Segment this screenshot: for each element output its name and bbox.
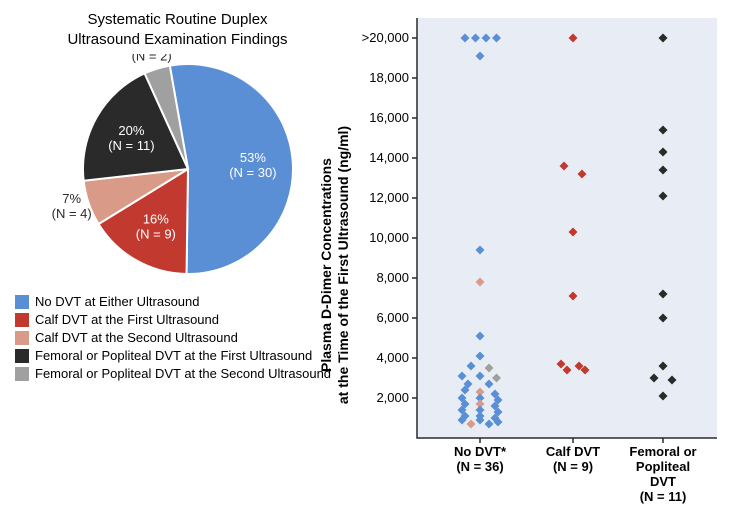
- legend-swatch-0: [15, 295, 29, 309]
- figure-container: Systematic Routine Duplex Ultrasound Exa…: [10, 10, 725, 520]
- legend-item-3: Femoral or Popliteal DVT at the First Ul…: [15, 348, 331, 363]
- legend-item-1: Calf DVT at the First Ultrasound: [15, 312, 331, 327]
- scatter-ylabel-line1: Plasma D-Dimer Concentrations: [318, 158, 334, 372]
- legend-label-4: Femoral or Popliteal DVT at the Second U…: [35, 366, 331, 381]
- xticklabel-0-1: (N = 36): [456, 459, 503, 474]
- pie-slice-pct-0: 53%: [239, 150, 265, 165]
- yticklabel-8: 18,000: [369, 70, 409, 85]
- pie-slice-n-0: (N = 30): [229, 165, 276, 180]
- yticklabel-7: 16,000: [369, 110, 409, 125]
- pie-chart: 53%(N = 30) 16%(N = 9) 7%(N = 4) 20%(N = 11…: [48, 54, 308, 284]
- pie-title-line1: Systematic Routine Duplex: [87, 11, 267, 28]
- legend-item-2: Calf DVT at the Second Ultrasound: [15, 330, 331, 345]
- yticklabel-2: 6,000: [376, 310, 409, 325]
- xticklabel-2-0: Femoral or: [629, 444, 696, 459]
- pie-slice-n-3: (N = 11): [108, 138, 154, 153]
- xticklabel-0-0: No DVT*: [454, 444, 507, 459]
- pie-legend: No DVT at Either Ultrasound Calf DVT at t…: [15, 294, 331, 384]
- scatter-ylabel-line2: at the Time of the First Ultrasound (ng/…: [335, 126, 351, 404]
- xticklabel-2-1: Popliteal: [636, 459, 690, 474]
- pie-title-line2: Ultrasound Examination Findings: [67, 31, 287, 48]
- yticklabel-6: 14,000: [369, 150, 409, 165]
- pie-slice-pct-1: 16%: [142, 212, 168, 227]
- pie-title: Systematic Routine Duplex Ultrasound Exa…: [67, 10, 287, 49]
- legend-swatch-1: [15, 313, 29, 327]
- legend-label-0: No DVT at Either Ultrasound: [35, 294, 200, 309]
- legend-label-3: Femoral or Popliteal DVT at the First Ul…: [35, 348, 312, 363]
- yticklabel-4: 10,000: [369, 230, 409, 245]
- pie-slice-pct-2: 7%: [62, 191, 81, 206]
- xticklabel-2-2: DVT: [650, 474, 676, 489]
- legend-item-4: Femoral or Popliteal DVT at the Second U…: [15, 366, 331, 381]
- legend-label-1: Calf DVT at the First Ultrasound: [35, 312, 219, 327]
- yticklabel-1: 4,000: [376, 350, 409, 365]
- pie-slice-n-4: (N = 2): [131, 54, 171, 64]
- legend-label-2: Calf DVT at the Second Ultrasound: [35, 330, 238, 345]
- xticklabel-2-3: (N = 11): [640, 489, 687, 504]
- pie-slice-pct-3: 20%: [118, 123, 144, 138]
- xticklabel-1-0: Calf DVT: [546, 444, 600, 459]
- legend-swatch-4: [15, 367, 29, 381]
- pie-slice-n-2: (N = 4): [51, 206, 91, 221]
- pie-slice-n-1: (N = 9): [135, 227, 175, 242]
- yticklabel-0: 2,000: [376, 390, 409, 405]
- pie-panel: Systematic Routine Duplex Ultrasound Exa…: [10, 10, 345, 384]
- legend-item-0: No DVT at Either Ultrasound: [15, 294, 331, 309]
- xticklabel-1-1: (N = 9): [553, 459, 593, 474]
- scatter-chart: 2,000 4,000 6,000 8,000 10,000 12,000 14,000 16…: [345, 10, 725, 515]
- legend-swatch-2: [15, 331, 29, 345]
- scatter-ylabel: Plasma D-Dimer Concentrations at the Tim…: [318, 126, 352, 404]
- yticklabel-5: 12,000: [369, 190, 409, 205]
- legend-swatch-3: [15, 349, 29, 363]
- yticklabel-top: >20,000: [362, 30, 409, 45]
- scatter-panel: Plasma D-Dimer Concentrations at the Tim…: [345, 10, 725, 520]
- yticklabel-3: 8,000: [376, 270, 409, 285]
